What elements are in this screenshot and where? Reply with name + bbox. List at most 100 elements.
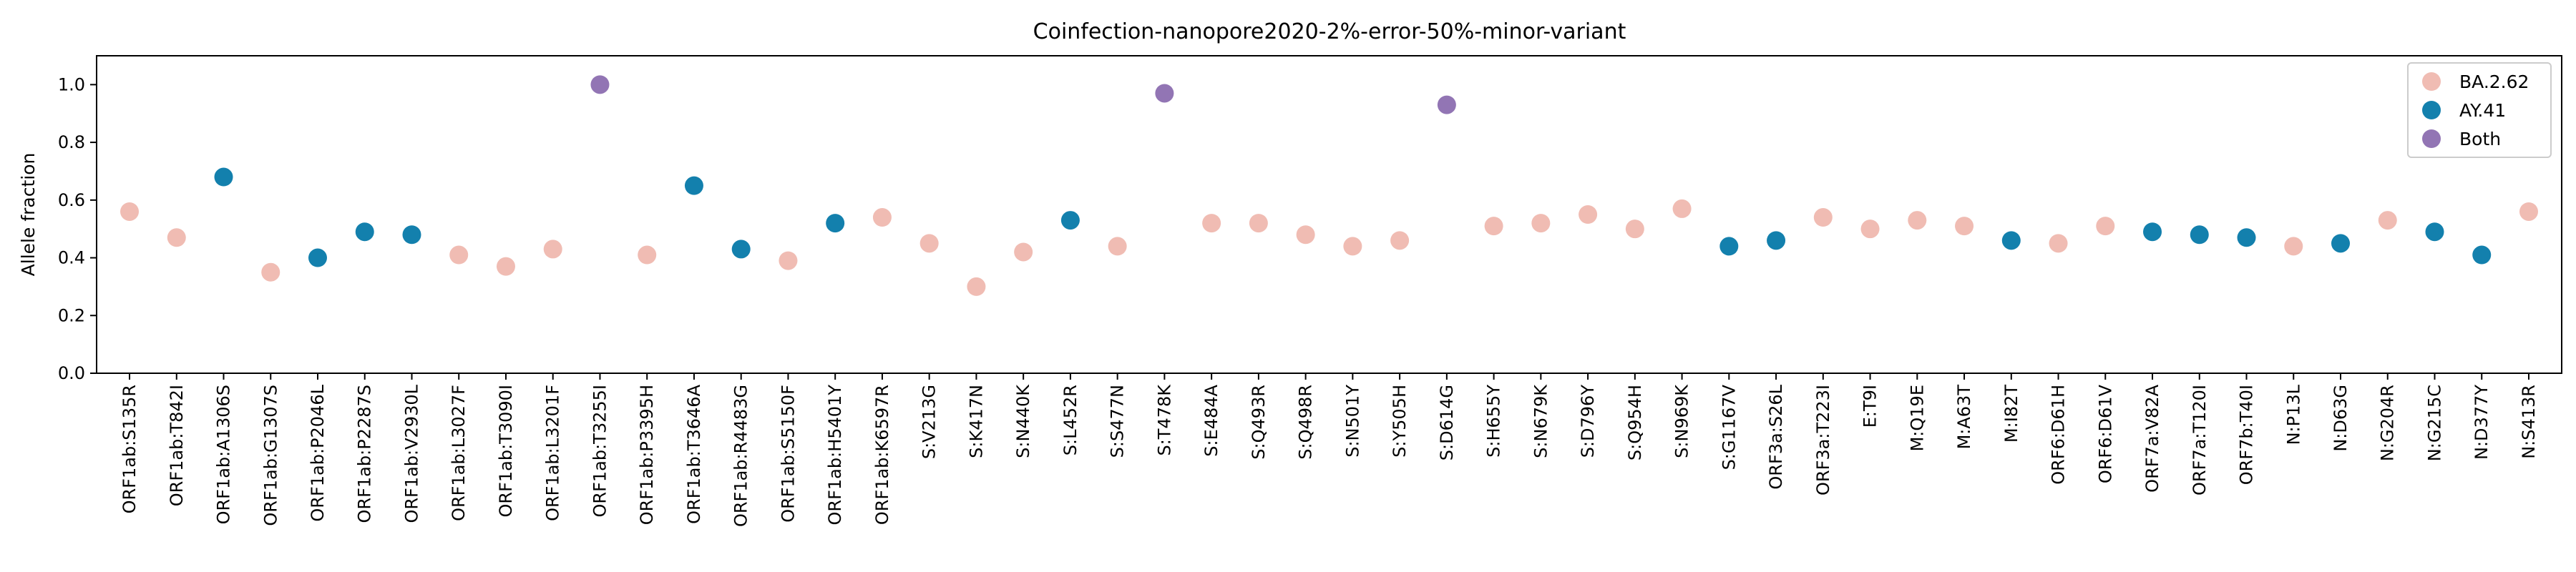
x-tick-label: S:Q493R [1249, 385, 1269, 460]
data-point [2096, 217, 2115, 236]
x-tick-label: S:N440K [1013, 384, 1033, 458]
x-tick-label: S:N679K [1531, 384, 1551, 458]
data-point [167, 228, 186, 247]
legend-entry: Both [2459, 129, 2501, 149]
x-tick-label: M:A63T [1954, 385, 1974, 450]
data-point [2001, 231, 2021, 250]
data-point [2519, 202, 2538, 221]
x-tick-label: M:Q19E [1907, 385, 1927, 451]
data-point [684, 176, 703, 195]
data-point [2472, 245, 2492, 265]
x-tick-label: ORF1ab:V2930L [401, 384, 421, 523]
data-point [355, 222, 374, 242]
data-point [779, 251, 798, 270]
data-point [1155, 84, 1174, 103]
y-tick-label: 0.4 [58, 248, 85, 268]
x-tick-label: S:H655Y [1484, 385, 1504, 458]
x-tick-label: ORF1ab:S5150F [778, 385, 798, 523]
data-point [1625, 220, 1644, 239]
legend-marker [2422, 129, 2441, 148]
x-tick-label: S:G1167V [1719, 384, 1739, 470]
data-point [1813, 208, 1833, 227]
data-points [120, 75, 2538, 296]
x-tick-label: ORF1ab:T842I [167, 385, 187, 506]
x-tick-label: S:D796Y [1578, 385, 1598, 458]
x-tick-label: ORF1ab:H5401Y [825, 385, 845, 526]
data-point [2331, 234, 2351, 253]
x-tick-label: ORF1ab:T3646A [684, 384, 704, 523]
x-tick-label: E:T9I [1860, 385, 1880, 428]
data-point [1108, 237, 1127, 256]
data-point [1390, 231, 1410, 250]
x-tick-label: N:S413R [2519, 385, 2539, 459]
y-tick-label: 0.6 [58, 190, 85, 210]
data-point [214, 167, 233, 187]
legend-box [2407, 62, 2552, 158]
data-point [2049, 234, 2068, 253]
data-point [1484, 217, 1503, 236]
x-tick-label: ORF1ab:T3090I [496, 385, 516, 517]
data-point [590, 75, 610, 94]
y-tick-label: 0.2 [58, 305, 85, 325]
x-tick-label: ORF3a:T223I [1813, 385, 1833, 495]
x-tick-label: ORF1ab:G1307S [260, 385, 280, 526]
data-point [1249, 214, 1268, 233]
legend-marker [2422, 72, 2441, 91]
x-tick-label: S:L452R [1060, 385, 1080, 455]
x-tick-label: N:G204R [2378, 385, 2398, 461]
x-tick-label: ORF1ab:P2287S [355, 385, 375, 523]
x-tick-label: ORF7a:T120I [2190, 385, 2210, 495]
data-point [826, 214, 845, 233]
data-point [449, 245, 469, 265]
data-point [1955, 217, 1974, 236]
x-tick-label: ORF7a:V82A [2142, 384, 2162, 492]
data-point [120, 202, 140, 221]
x-tick-label: N:G215C [2424, 385, 2444, 461]
x-tick-label: ORF1ab:L3027F [449, 385, 469, 521]
data-point [1202, 214, 1221, 233]
x-tick-label: S:T478K [1154, 384, 1174, 456]
data-point [2378, 211, 2397, 230]
x-tick-label: ORF1ab:P3395H [637, 385, 657, 525]
data-point [1719, 237, 1739, 256]
data-point [1767, 231, 1786, 250]
y-tick-label: 1.0 [58, 74, 85, 94]
x-tick-label: S:E484A [1201, 384, 1221, 456]
x-tick-label: S:K417N [966, 385, 986, 458]
legend-marker [2422, 101, 2441, 119]
x-tick-label: ORF1ab:K6597R [872, 385, 892, 525]
data-point [2237, 228, 2256, 247]
y-tick-label: 0.8 [58, 132, 85, 152]
data-point [1296, 225, 1315, 245]
data-point [2425, 222, 2444, 242]
data-point [1014, 242, 1033, 262]
x-tick-label: N:P13L [2283, 384, 2303, 445]
data-point [1343, 237, 1362, 256]
data-point [543, 240, 562, 259]
legend-entry: BA.2.62 [2459, 72, 2529, 92]
plot-frame [96, 55, 2562, 374]
x-tick-label: ORF6:D61V [2095, 384, 2115, 483]
data-point [1579, 205, 1598, 224]
y-tick-label: 0.0 [58, 363, 85, 383]
x-tick-label: S:Q498R [1296, 385, 1316, 460]
data-point [967, 277, 986, 296]
x-tick-label: S:V213G [919, 385, 940, 459]
data-point [731, 240, 751, 259]
data-point [1672, 199, 1692, 218]
x-tick-label: S:Q954H [1625, 385, 1645, 460]
data-point [872, 208, 892, 227]
x-tick-label: ORF1ab:A1306S [214, 385, 234, 524]
x-tick-label: S:Y505H [1390, 385, 1410, 458]
data-point [402, 225, 421, 245]
x-axis: ORF1ab:S135R ORF1ab:T842I ORF1ab:A1306S ORF… [119, 373, 2539, 527]
x-tick-label: ORF7b:T40I [2237, 385, 2257, 485]
x-tick-label: ORF3a:S26L [1766, 384, 1786, 489]
x-tick-label: N:D377Y [2472, 385, 2492, 460]
x-tick-label: S:D614G [1437, 385, 1457, 460]
data-point [261, 262, 280, 282]
data-point [1437, 95, 1456, 114]
data-point [2190, 225, 2209, 245]
y-axis: 0.0 0.2 0.4 0.6 0.8 1.0 [58, 74, 97, 383]
